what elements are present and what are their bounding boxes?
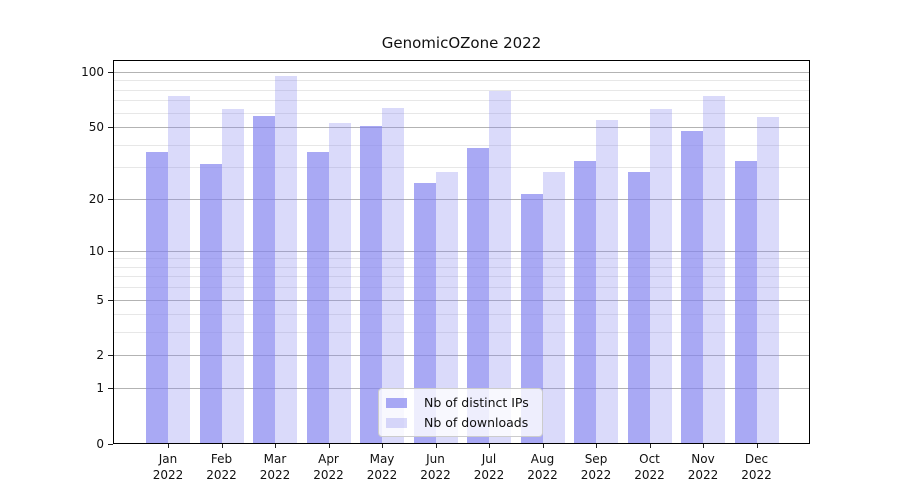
x-tick-label-feb: Feb 2022 [206,452,237,482]
y-tick-label-100: 100 [81,64,104,79]
gridline-minor-30 [114,167,809,169]
bar-distinct-ips-feb [199,163,222,443]
x-tick-label-jun: Jun 2022 [420,452,451,482]
x-tick-jun [435,444,437,448]
y-tick-label-0: 0 [96,437,104,451]
plot-area [113,60,810,444]
bar-distinct-ips-apr [306,151,329,443]
x-tick-label-dec: Dec 2022 [741,452,772,482]
gridline-minor-60 [114,112,809,114]
legend-swatch-distinct-ips [386,397,407,408]
x-tick-sep [596,444,597,448]
x-tick-label-apr: Apr 2022 [313,452,344,482]
bar-downloads-mar [275,75,297,443]
x-tick-oct [649,444,651,448]
y-tick-50 [108,126,113,128]
x-tick-label-jul: Jul 2022 [473,452,505,482]
bar-downloads-oct [649,108,672,443]
y-tick-10 [108,250,113,252]
legend: Nb of distinct IPs Nb of downloads [378,388,543,437]
bar-distinct-ips-aug [520,193,543,443]
bar-downloads-feb [221,108,244,443]
gridline-major-5 [114,299,809,301]
bar-downloads-nov [703,95,725,443]
y-tick-20 [108,198,113,200]
gridline-minor-90 [114,80,809,82]
bar-downloads-jun [435,171,458,443]
y-tick-label-1: 1 [96,381,104,396]
x-tick-label-sep: Sep 2022 [580,452,612,482]
bar-downloads-aug [542,171,565,443]
x-tick-label-mar: Mar 2022 [259,452,291,482]
legend-item-downloads: Nb of downloads [386,414,535,431]
gridline-major-20 [114,198,809,200]
x-tick-label-may: May 2022 [366,452,398,482]
bar-downloads-jul [489,90,511,443]
x-tick-jan [168,444,169,448]
y-tick-label-2: 2 [96,348,104,363]
x-tick-mar [275,444,276,448]
x-tick-aug [542,444,544,448]
bar-distinct-ips-jul [467,147,489,443]
legend-label-downloads: Nb of downloads [424,415,529,430]
y-tick-0 [108,444,113,445]
gridline-minor-80 [114,89,809,91]
gridline-major-2 [114,355,809,357]
y-tick-label-20: 20 [88,191,104,206]
chart-title: GenomicOZone 2022 [381,34,542,52]
legend-label-distinct-ips: Nb of distinct IPs [424,395,529,410]
bar-distinct-ips-dec [734,161,757,443]
bar-distinct-ips-oct [627,171,650,443]
gridline-minor-40 [114,144,809,146]
bar-downloads-dec [756,117,779,443]
gridline-major-100 [114,71,809,73]
x-tick-jul [489,444,490,448]
bar-distinct-ips-jan [146,151,168,443]
gridline-minor-3 [114,332,809,334]
legend-swatch-downloads [386,417,407,428]
y-tick-100 [108,71,113,73]
bar-distinct-ips-nov [681,130,703,443]
x-tick-dec [756,444,758,448]
y-tick-label-10: 10 [88,243,104,258]
gridline-minor-9 [114,258,809,260]
bar-downloads-sep [596,119,618,443]
bar-downloads-may [382,107,404,443]
y-tick-label-50: 50 [88,119,104,134]
x-tick-label-oct: Oct 2022 [634,452,665,482]
gridline-minor-70 [114,100,809,102]
bar-downloads-apr [328,122,351,443]
gridline-minor-7 [114,276,809,278]
bar-distinct-ips-jun [413,183,436,443]
gridline-major-10 [114,250,809,252]
bar-distinct-ips-mar [253,115,275,443]
gridline-minor-6 [114,287,809,289]
x-tick-may [382,444,383,448]
gridline-minor-8 [114,266,809,268]
gridline-major-50 [114,126,809,128]
x-tick-feb [221,444,223,448]
x-tick-apr [328,444,330,448]
y-tick-5 [108,299,113,301]
legend-item-distinct-ips: Nb of distinct IPs [386,394,535,411]
x-tick-label-aug: Aug 2022 [527,452,558,482]
x-tick-label-nov: Nov 2022 [687,452,719,482]
x-tick-label-jan: Jan 2022 [152,452,184,482]
bar-distinct-ips-may [360,126,382,443]
y-tick-label-5: 5 [96,292,104,307]
y-tick-1 [108,388,113,390]
y-tick-2 [108,355,113,357]
bar-distinct-ips-sep [574,161,596,443]
bar-downloads-jan [168,95,190,443]
x-tick-nov [703,444,704,448]
gridline-minor-4 [114,314,809,316]
